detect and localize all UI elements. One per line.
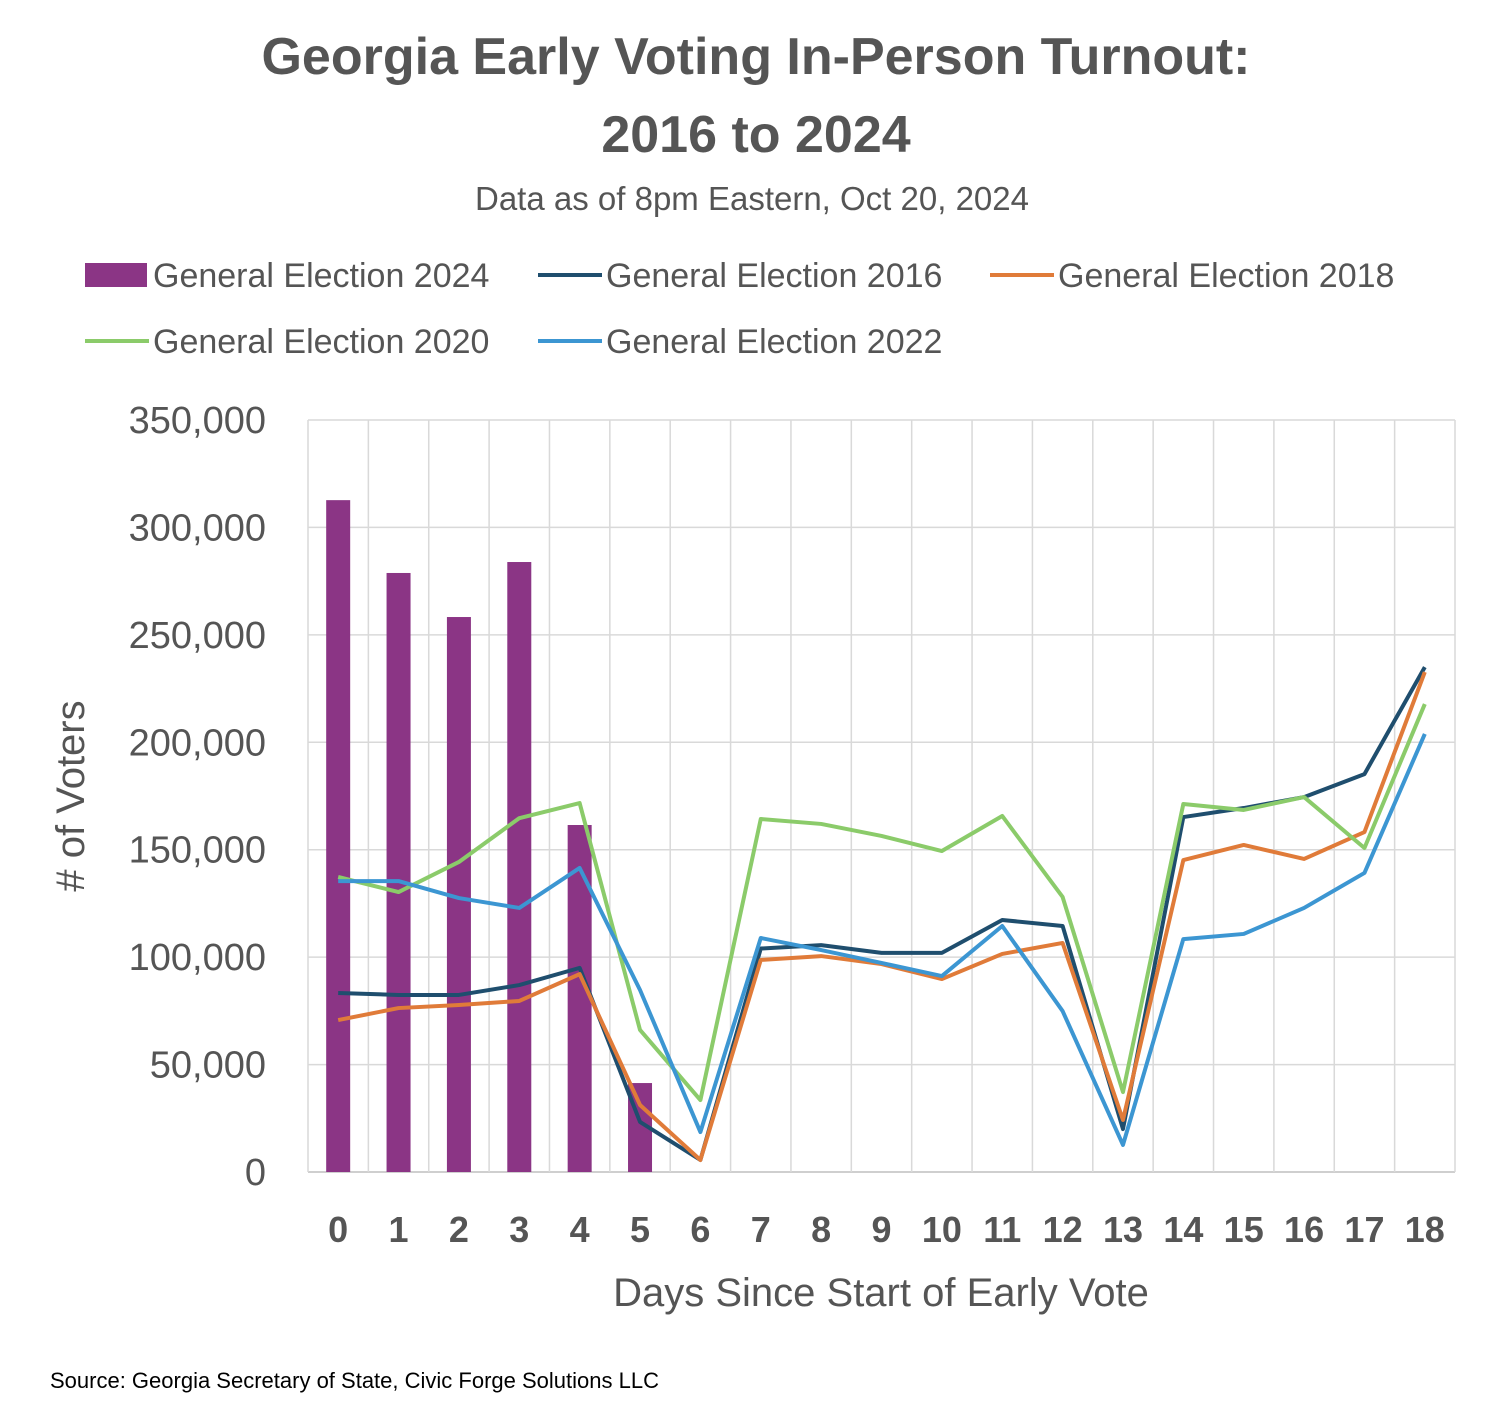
legend-label: General Election 2022 (606, 323, 942, 361)
gridlines (307, 419, 1456, 1173)
x-tick-label: 13 (1103, 1209, 1143, 1250)
x-axis-label: Days Since Start of Early Vote (613, 1271, 1149, 1315)
x-tick-label: 6 (690, 1209, 710, 1250)
x-tick-label: 18 (1405, 1209, 1445, 1250)
line-general-election-2020 (337, 703, 1427, 1103)
x-tick-label: 0 (328, 1209, 348, 1250)
line-general-election-2016 (338, 666, 1427, 1162)
x-tick-label: 12 (1043, 1209, 1083, 1250)
y-axis-ticks: 0 50,000 100,000 150,000 200,000 250,000 300,0… (129, 400, 266, 1194)
bar-2024-day-0 (326, 500, 351, 1172)
legend-label: General Election 2020 (153, 323, 489, 361)
legend: General Election 2024 General Election 20… (85, 257, 1394, 361)
line-general-election-2022 (338, 733, 1427, 1147)
legend-label: General Election 2024 (153, 257, 489, 295)
x-tick-label: 5 (630, 1209, 650, 1250)
x-tick-label: 14 (1163, 1209, 1203, 1250)
x-tick-label: 7 (751, 1209, 771, 1250)
y-tick-label: 50,000 (150, 1045, 266, 1087)
legend-label: General Election 2018 (1058, 257, 1394, 295)
x-tick-label: 1 (389, 1209, 409, 1250)
bar-2024-day-1 (386, 572, 411, 1172)
x-tick-label: 4 (570, 1209, 590, 1250)
source-note: Source: Georgia Secretary of State, Civi… (50, 1368, 659, 1393)
x-tick-label: 16 (1284, 1209, 1324, 1250)
legend-swatch (85, 263, 147, 287)
x-axis-ticks: 0 1 2 3 4 5 6 7 8 9 10 11 12 13 14 15 16 17 18 (328, 1209, 1445, 1250)
bar-2024-day-3 (507, 562, 532, 1172)
bar-2024-day-4 (567, 825, 592, 1172)
y-tick-label: 350,000 (129, 400, 266, 442)
legend-label: General Election 2016 (606, 257, 942, 295)
y-tick-label: 300,000 (129, 507, 266, 549)
line-series (337, 666, 1427, 1162)
y-axis-label: # of Voters (49, 700, 93, 891)
x-tick-label: 9 (871, 1209, 891, 1250)
x-tick-label: 2 (449, 1209, 469, 1250)
chart-subtitle: Data as of 8pm Eastern, Oct 20, 2024 (475, 180, 1029, 217)
chart-title-line-2: 2016 to 2024 (601, 106, 910, 164)
chart-title-line-1: Georgia Early Voting In-Person Turnout: (261, 28, 1250, 86)
y-tick-label: 150,000 (129, 830, 266, 872)
line-general-election-2018 (337, 671, 1427, 1162)
x-tick-label: 3 (509, 1209, 529, 1250)
y-tick-label: 250,000 (129, 615, 266, 657)
y-tick-label: 200,000 (129, 722, 266, 764)
x-tick-label: 15 (1224, 1209, 1264, 1250)
y-tick-label: 0 (245, 1152, 266, 1194)
y-tick-label: 100,000 (129, 937, 266, 979)
x-tick-label: 17 (1344, 1209, 1384, 1250)
x-tick-label: 10 (922, 1209, 962, 1250)
x-tick-label: 11 (983, 1209, 1021, 1250)
x-tick-label: 8 (811, 1209, 831, 1250)
